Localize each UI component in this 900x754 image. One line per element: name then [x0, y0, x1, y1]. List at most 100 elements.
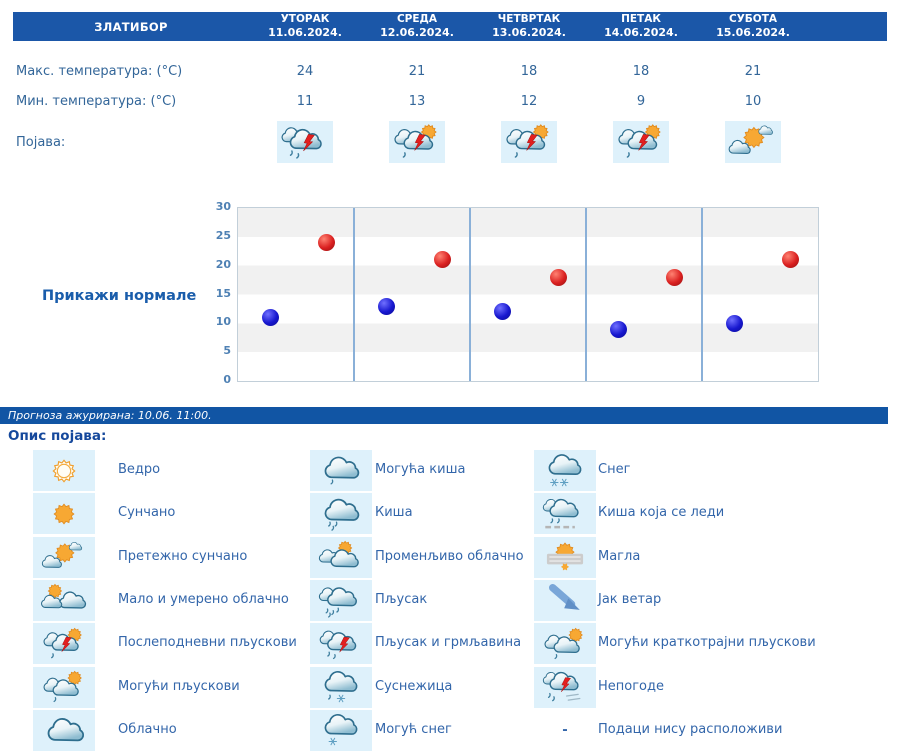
storm-icon	[319, 630, 357, 659]
legend-icon-cell	[534, 579, 596, 621]
temp-value: 21	[744, 63, 762, 79]
min-temp-dot	[725, 314, 743, 332]
show-normals-link[interactable]: Прикажи нормале	[42, 288, 197, 304]
min-temp-dot	[609, 320, 627, 338]
day-header-3: ЧЕТВРТАК 13.06.2024.	[473, 13, 585, 40]
mostly-sunny-icon	[728, 125, 773, 154]
legend-label: Сунчано	[118, 505, 176, 521]
weather-icon-box	[501, 121, 557, 163]
legend-icon-cell	[310, 450, 372, 491]
cloudy-icon	[47, 718, 85, 742]
legend-icon-cell	[534, 450, 596, 491]
location-title: ЗЛАТИБОР	[94, 19, 168, 34]
day-name: ПЕТАК	[621, 13, 661, 26]
day-separator	[353, 208, 355, 381]
pojava-icon-cell-4	[585, 121, 697, 163]
legend-icon-cell	[33, 450, 95, 491]
legend-icon-cell	[310, 579, 372, 621]
max-temp-row: Макс. температура: (°C) 24 21 18 18 21	[13, 61, 887, 81]
legend-label: Киша која се леди	[598, 505, 725, 521]
temp-value: 12	[520, 93, 538, 109]
legend-icon-cell	[310, 623, 372, 665]
legend-label: Пљусак	[375, 591, 428, 607]
day-headers: УТОРАК 11.06.2024. СРЕДА 12.06.2024. ЧЕТВР…	[249, 13, 809, 40]
legend-icon-cell	[534, 536, 596, 578]
wind-icon	[548, 584, 580, 611]
day-header-5: СУБОТА 15.06.2024.	[697, 13, 809, 40]
legend-label: Снег	[598, 462, 631, 477]
shower-icon	[318, 587, 357, 618]
sunny-icon	[53, 503, 75, 525]
weather-icon-box	[613, 121, 669, 163]
day-date: 13.06.2024.	[492, 26, 566, 40]
forecast-updated-bar: Прогноза ажурирана: 10.06. 11:00.	[0, 407, 888, 424]
forecast-updated-text: Прогноза ажурирана: 10.06. 11:00.	[8, 409, 212, 422]
min-temp-dot	[377, 297, 395, 315]
storm-icon	[281, 127, 322, 159]
min-temp-dot	[493, 303, 511, 321]
legend-label: Могућ снег	[375, 721, 452, 737]
forecast-header-bar: ЗЛАТИБОР УТОРАК 11.06.2024. СРЕДА 12.06.2…	[13, 12, 887, 41]
legend-icon-cell	[310, 666, 372, 708]
max-temp-dot	[665, 268, 683, 286]
day-date: 14.06.2024.	[604, 26, 678, 40]
day-name: СУБОТА	[728, 13, 778, 26]
day-name: СРЕДА	[396, 13, 438, 26]
svg-text:-: -	[562, 723, 567, 738]
pojava-icon-cell-2	[361, 121, 473, 163]
day-header-2: СРЕДА 12.06.2024.	[361, 13, 473, 40]
legend-title: Опис појава:	[8, 428, 107, 444]
legend-icon-cell: -	[534, 710, 596, 751]
clear-icon	[52, 458, 76, 483]
day-separator	[585, 208, 587, 381]
min-temp-label: Мин. температура: (°C)	[16, 93, 177, 109]
temp-value: 13	[408, 93, 426, 109]
legend-label: Киша	[375, 505, 413, 521]
min-temp-row: Мин. температура: (°C) 11 13 12 9 10	[13, 91, 887, 111]
sun-storm-icon	[506, 124, 549, 158]
fog-icon	[546, 542, 584, 571]
y-tick-label: 15	[215, 286, 231, 300]
legend-icon-cell	[534, 623, 596, 665]
severe-icon	[542, 671, 581, 702]
temp-value: 11	[296, 93, 314, 109]
partly-cloudy-icon	[41, 584, 87, 610]
mostly-sunny-icon	[41, 542, 83, 568]
legend-icon-cell	[33, 709, 95, 751]
temp-value: 9	[636, 93, 646, 109]
day-date: 11.06.2024.	[268, 26, 342, 40]
pojava-icons	[249, 121, 809, 163]
max-temp-dot	[549, 268, 567, 286]
pojava-icon-cell-5	[697, 121, 809, 163]
temperature-chart	[237, 207, 819, 382]
legend-icon-cell	[534, 666, 596, 708]
day-header-4: ПЕТАК 14.06.2024.	[585, 13, 697, 40]
day-date: 15.06.2024.	[716, 26, 790, 40]
day-separator	[701, 208, 703, 381]
max-temp-dot	[317, 234, 335, 252]
sun-storm-icon	[394, 124, 437, 158]
snow-icon	[548, 453, 582, 486]
legend-icon-cell	[310, 709, 372, 751]
max-temp-dot	[781, 251, 799, 269]
y-tick-label: 5	[223, 344, 231, 358]
legend-icon-cell	[33, 666, 95, 708]
temp-value: 18	[632, 63, 650, 79]
day-date: 12.06.2024.	[380, 26, 454, 40]
sun-storm-icon	[43, 627, 82, 658]
sun-shower-icon	[544, 627, 583, 659]
legend-icon-cell	[33, 623, 95, 665]
day-header-1: УТОРАК 11.06.2024.	[249, 13, 361, 40]
legend-icon-cell	[33, 579, 95, 621]
min-temp-values: 11 13 12 9 10	[249, 94, 809, 109]
temp-value: 24	[296, 63, 314, 79]
legend-label: Подаци нису расположиви	[598, 721, 783, 737]
legend-label: Магла	[598, 548, 641, 564]
max-temp-label: Макс. температура: (°C)	[16, 63, 183, 79]
sleet-icon	[324, 670, 358, 703]
pojava-icon-cell-1	[249, 121, 361, 163]
y-tick-label: 30	[215, 200, 231, 213]
temp-value: 21	[408, 63, 426, 79]
sun-storm-icon	[618, 124, 661, 158]
legend-label: Променљиво облачно	[375, 548, 524, 564]
